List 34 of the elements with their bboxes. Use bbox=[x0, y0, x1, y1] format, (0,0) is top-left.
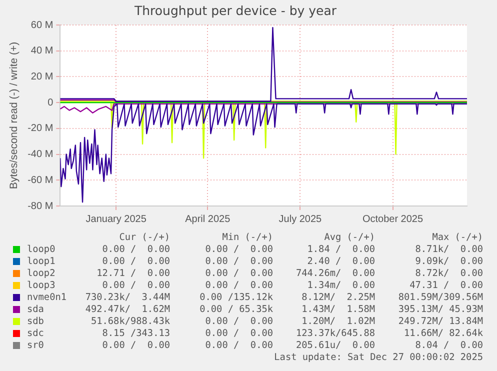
text: 730.23k/ 3.44M 0.00 /135.12k 8.12M/ 2.25M 801.59M/309.56M bbox=[85, 292, 483, 303]
text: 12.71 / 0.00 0.00 / 0.00 744.26m/ 0.00 8.72k/ 0.00 bbox=[96, 268, 483, 279]
x-tick-label: October 2025 bbox=[362, 214, 424, 225]
legend-label: sr0 bbox=[27, 340, 45, 352]
x-tick-label: January 2025 bbox=[86, 214, 147, 225]
y-tick-label: 40 M bbox=[30, 46, 54, 57]
text: 8.15 /343.13 0.00 / 0.00 123.37k/645.88 11.66M/ 82.64k bbox=[102, 328, 483, 339]
text: Last update: Sat Dec 27 00:00:02 2025 bbox=[273, 352, 483, 364]
y-tick-label: -20 M bbox=[28, 123, 54, 134]
legend-label: sdc bbox=[27, 328, 45, 340]
legend-label: sdb bbox=[27, 316, 45, 328]
text: Cur (-/+) Min (-/+) Avg (-/+) Max (-/+) bbox=[119, 232, 483, 243]
y-tick-label: -80 M bbox=[28, 200, 54, 212]
y-axis-title: Bytes/second read (-) / write (+) bbox=[8, 42, 20, 190]
x-tick-label: July 2025 bbox=[278, 214, 322, 225]
text: 0.00 / 0.00 0.00 / 0.00 205.61u/ 0.00 8.04 / 0.00 bbox=[102, 340, 483, 351]
text: 0.00 / 0.00 0.00 / 0.00 1.34m/ 0.00 47.31 / 0.00 bbox=[102, 280, 483, 291]
y-tick-label: 20 M bbox=[30, 71, 54, 82]
text: 51.68k/988.43k 0.00 / 0.00 1.20M/ 1.02M 249.72M/ 13.84M bbox=[90, 316, 483, 327]
text: 492.47k/ 1.62M 0.00 / 65.35k 1.43M/ 1.58M 395.13M/ 45.93M bbox=[85, 304, 483, 315]
legend-label: loop2 bbox=[27, 268, 56, 280]
text: 0.00 / 0.00 0.00 / 0.00 2.40 / 0.00 9.09k/ 0.00 bbox=[102, 256, 483, 267]
y-tick-label: 0 bbox=[48, 97, 54, 108]
legend-label: loop1 bbox=[27, 256, 56, 268]
y-tick-label: 60 M bbox=[30, 20, 54, 31]
legend-label: nvme0n1 bbox=[27, 292, 68, 304]
y-tick-label: -60 M bbox=[28, 174, 54, 186]
x-tick-label: April 2025 bbox=[185, 214, 231, 225]
legend-label: sda bbox=[27, 304, 45, 316]
y-tick-label: -40 M bbox=[28, 149, 54, 160]
text: 0.00 / 0.00 0.00 / 0.00 1.84 / 0.00 8.71k/ 0.00 bbox=[102, 244, 483, 255]
legend-label: loop0 bbox=[27, 244, 56, 256]
chart-title: Throughput per device - by year bbox=[133, 2, 338, 18]
legend-label: loop3 bbox=[27, 280, 56, 292]
